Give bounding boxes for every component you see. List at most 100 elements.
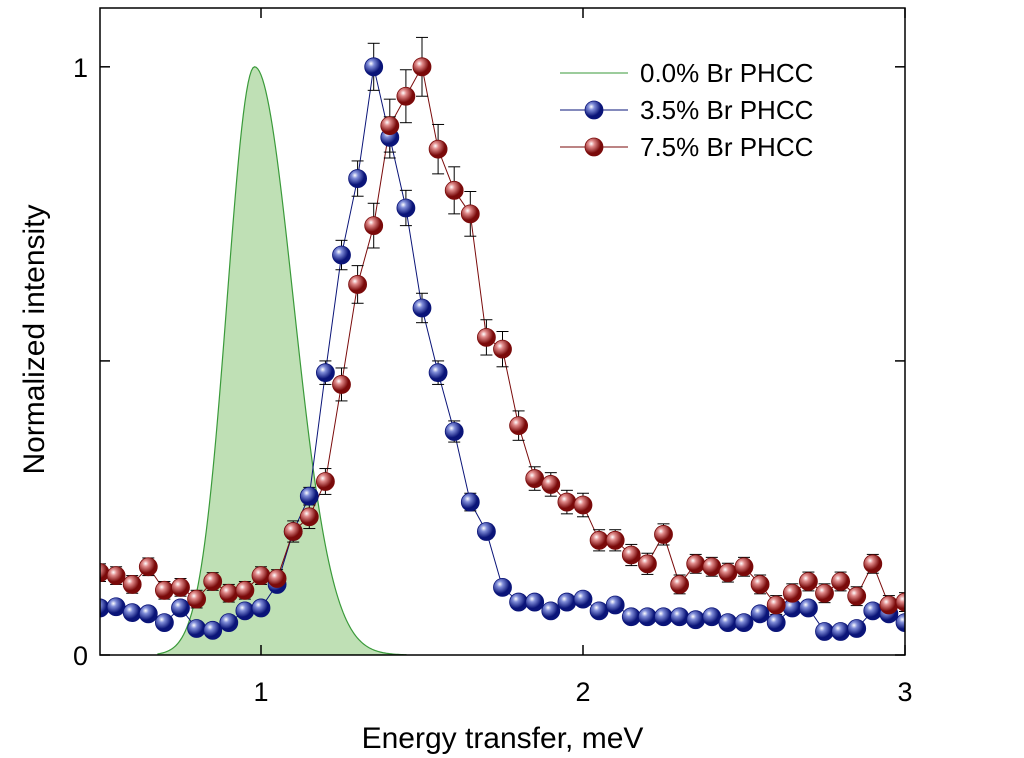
data-point (509, 416, 528, 436)
data-point (718, 613, 738, 633)
data-point (541, 601, 561, 621)
data-point (621, 607, 641, 627)
data-point (428, 363, 448, 383)
data-point (831, 572, 850, 591)
data-point (138, 557, 158, 577)
data-point (541, 475, 561, 494)
data-point (332, 245, 351, 265)
data-point (782, 583, 802, 603)
data-point (525, 592, 545, 612)
data-point (525, 469, 545, 488)
data-point (138, 604, 158, 624)
data-point (364, 57, 384, 77)
legend-item: 3.5% Br PHCC (560, 95, 813, 125)
legend-item: 0.0% Br PHCC (560, 58, 813, 88)
data-point (187, 589, 207, 609)
x-tick-label: 1 (253, 677, 268, 707)
data-point (557, 592, 577, 612)
data-point (766, 613, 786, 633)
data-point (493, 577, 512, 597)
legend-label: 3.5% Br PHCC (640, 95, 813, 125)
error-bar (899, 592, 905, 612)
data-point (895, 592, 905, 612)
axis-ticks: 1 2 3 0 1 (73, 8, 913, 707)
data-point (412, 298, 432, 318)
data-point (219, 613, 239, 633)
data-point (106, 566, 126, 585)
data-point (380, 116, 400, 136)
legend-swatch-marker (584, 100, 604, 120)
data-point (815, 622, 834, 641)
data-point (879, 595, 899, 615)
data-point (638, 554, 657, 574)
data-point (654, 607, 673, 627)
data-point (702, 607, 722, 627)
data-point (412, 57, 432, 77)
data-point (154, 613, 174, 633)
data-point (154, 580, 174, 600)
data-point (799, 572, 818, 591)
data-point (315, 363, 335, 383)
data-point (589, 530, 609, 550)
data-point (283, 522, 303, 541)
data-point (171, 577, 190, 597)
data-point (348, 275, 368, 294)
data-point (589, 601, 609, 621)
data-point (299, 486, 319, 506)
data-point (621, 545, 641, 565)
data-point (605, 530, 625, 550)
legend-swatch-marker (584, 137, 604, 157)
y-axis-title: Normalized intensity (18, 204, 51, 474)
data-point (444, 180, 464, 200)
data-point (460, 204, 480, 224)
data-point (332, 375, 351, 394)
data-point (863, 554, 883, 574)
data-point (203, 572, 223, 591)
data-point (235, 580, 255, 600)
y-tick-label: 0 (73, 641, 88, 671)
data-point (895, 613, 905, 633)
data-point (670, 607, 689, 627)
data-point (638, 607, 657, 627)
data-point (509, 592, 528, 612)
legend-item: 7.5% Br PHCC (560, 132, 813, 162)
data-point (686, 554, 706, 574)
data-point (573, 589, 593, 609)
legend: 0.0% Br PHCC 3.5% Br PHCC 7.5% Br PHCC (560, 58, 813, 162)
peak-area-0pct (157, 66, 407, 655)
data-point (187, 619, 207, 638)
data-point (444, 422, 464, 441)
data-point (670, 575, 689, 594)
data-point (605, 595, 625, 615)
data-point (460, 492, 480, 512)
data-point (476, 522, 496, 541)
data-point (734, 557, 754, 577)
data-point (348, 169, 368, 188)
data-point (315, 472, 335, 491)
data-point (750, 575, 770, 594)
data-point (203, 620, 223, 640)
x-axis-title: Energy transfer, meV (362, 722, 644, 755)
data-point (654, 525, 673, 544)
data-point (235, 601, 255, 621)
data-point (750, 604, 770, 624)
data-point (219, 583, 239, 603)
plot-frame (99, 7, 906, 656)
data-point (251, 598, 271, 618)
data-point (364, 216, 384, 236)
x-tick-label: 3 (897, 677, 912, 707)
data-point (122, 575, 142, 594)
data-point (799, 598, 818, 618)
y-tick-label: 1 (73, 53, 88, 83)
data-point (766, 595, 786, 615)
data-point (106, 597, 126, 617)
data-point (702, 557, 722, 577)
legend-label: 7.5% Br PHCC (640, 132, 813, 162)
data-point (557, 492, 577, 512)
data-point (267, 569, 287, 588)
data-point (686, 610, 706, 630)
data-point (863, 601, 883, 621)
data-point (251, 566, 271, 585)
data-point (831, 622, 850, 641)
